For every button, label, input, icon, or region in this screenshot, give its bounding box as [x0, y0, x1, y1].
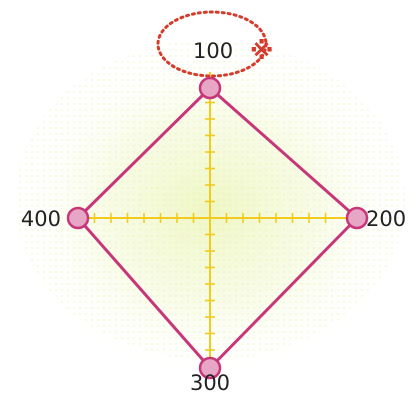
vertex-right-label: 200: [366, 207, 406, 231]
vertex-bottom-marker: [198, 356, 222, 380]
vertex-left-label: 400: [21, 207, 61, 231]
axis-ticks: [93, 101, 327, 351]
vertex-bottom-label: 300: [190, 371, 230, 394]
highlight-mark: ※: [250, 37, 273, 65]
vertex-top-label: 100: [193, 39, 233, 63]
vertex-left-marker: [66, 206, 90, 230]
highlight-dotted-ellipse: [156, 10, 268, 78]
vertex-top-marker: [198, 76, 222, 100]
vertex-right-marker: [345, 206, 369, 230]
